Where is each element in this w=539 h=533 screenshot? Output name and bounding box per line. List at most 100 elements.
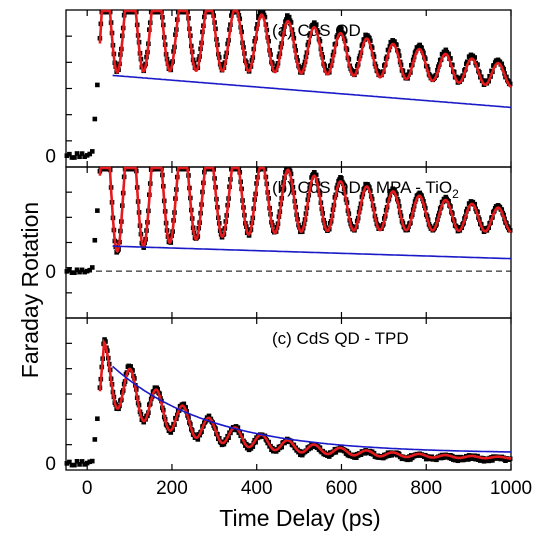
data-point (168, 430, 174, 435)
data-point (79, 459, 85, 464)
data-point (481, 458, 487, 464)
data-point (308, 445, 313, 451)
data-point (279, 444, 285, 450)
data-point (446, 51, 451, 57)
data-point (74, 151, 80, 156)
data-point (87, 267, 93, 273)
data-point (89, 149, 95, 154)
data-point (79, 151, 85, 156)
data-point (95, 82, 100, 88)
data-point (79, 267, 85, 273)
envelope-line-c (112, 365, 512, 453)
data-point (84, 153, 90, 158)
data-point (92, 237, 98, 243)
data-point (443, 47, 449, 53)
panel-title-c: (c) CdS QD - TPD (272, 329, 409, 348)
data-point (392, 39, 397, 44)
data-point (472, 201, 478, 207)
x-tick-label: 600 (326, 478, 358, 499)
data-point (288, 20, 294, 25)
data-point (67, 459, 72, 465)
data-point (313, 22, 319, 27)
data-point (84, 268, 90, 274)
data-point (69, 462, 75, 468)
data-point (67, 151, 72, 157)
data-point (82, 154, 87, 160)
y-axis-title: Faraday Rotation (17, 202, 43, 378)
data-point (167, 65, 173, 70)
data-point (95, 208, 100, 213)
data-point (339, 26, 344, 32)
data-point (250, 444, 256, 449)
data-point (77, 269, 82, 275)
data-point (340, 31, 346, 37)
data-point (87, 151, 93, 157)
envelope-line-b (112, 245, 511, 260)
panel-b: 0(b) CdS QD - MPA - TiO2 (45, 166, 513, 319)
data-point (82, 462, 87, 467)
data-series-c (64, 337, 513, 468)
data-point (339, 176, 344, 181)
fit-line-a (98, 9, 512, 88)
data-point (87, 459, 93, 465)
data-point (67, 267, 72, 273)
data-point (77, 154, 82, 160)
data-point (463, 456, 468, 462)
data-point (92, 437, 98, 442)
fit-line-b (98, 166, 512, 254)
data-point (64, 461, 70, 466)
data-point (448, 56, 453, 61)
data-point (72, 270, 77, 275)
x-tick-label: 1000 (490, 478, 532, 499)
x-axis-title: Time Delay (ps) (219, 505, 380, 531)
data-point (89, 265, 95, 270)
data-point (84, 460, 90, 466)
data-point (472, 55, 478, 60)
data-point (69, 270, 75, 275)
data-point (128, 364, 133, 369)
data-point (475, 62, 480, 67)
data-point (286, 14, 292, 20)
data-point (64, 153, 70, 158)
data-point (419, 193, 424, 199)
y-tick-label-zero: 0 (45, 146, 56, 167)
data-point (367, 38, 373, 44)
data-point (367, 35, 372, 41)
data-point (92, 116, 98, 122)
y-tick-label-zero: 0 (45, 262, 56, 283)
data-point (69, 155, 75, 160)
data-point (77, 462, 82, 467)
panel-c: 0 (c) CdS QD - TPD (45, 317, 513, 475)
x-tick-label: 0 (82, 478, 93, 499)
data-point (419, 45, 424, 51)
data-point (72, 155, 77, 160)
data-point (423, 456, 429, 462)
x-tick-label: 200 (156, 478, 188, 499)
data-point (434, 457, 439, 463)
data-point (74, 458, 80, 464)
data-point (72, 462, 77, 468)
data-point (64, 269, 70, 274)
data-point (82, 269, 87, 275)
data-point (89, 458, 95, 464)
panel-a: 0(a) CdS QD (45, 9, 513, 168)
data-point (405, 457, 410, 463)
y-tick-label-zero: 0 (45, 454, 56, 475)
data-point (394, 42, 399, 48)
data-point (95, 416, 100, 422)
data-point (507, 81, 513, 87)
x-tick-label: 400 (241, 478, 273, 499)
data-point (103, 339, 108, 344)
fit-line-c (98, 338, 511, 460)
data-point (74, 267, 80, 273)
data-point (392, 187, 397, 193)
data-point (499, 61, 505, 67)
x-tick-label: 800 (410, 478, 442, 499)
data-point (313, 172, 319, 178)
data-point (312, 170, 317, 175)
data-point (181, 401, 187, 407)
envelope-line-a (112, 74, 512, 109)
data-point (206, 413, 212, 419)
data-point (195, 437, 201, 442)
